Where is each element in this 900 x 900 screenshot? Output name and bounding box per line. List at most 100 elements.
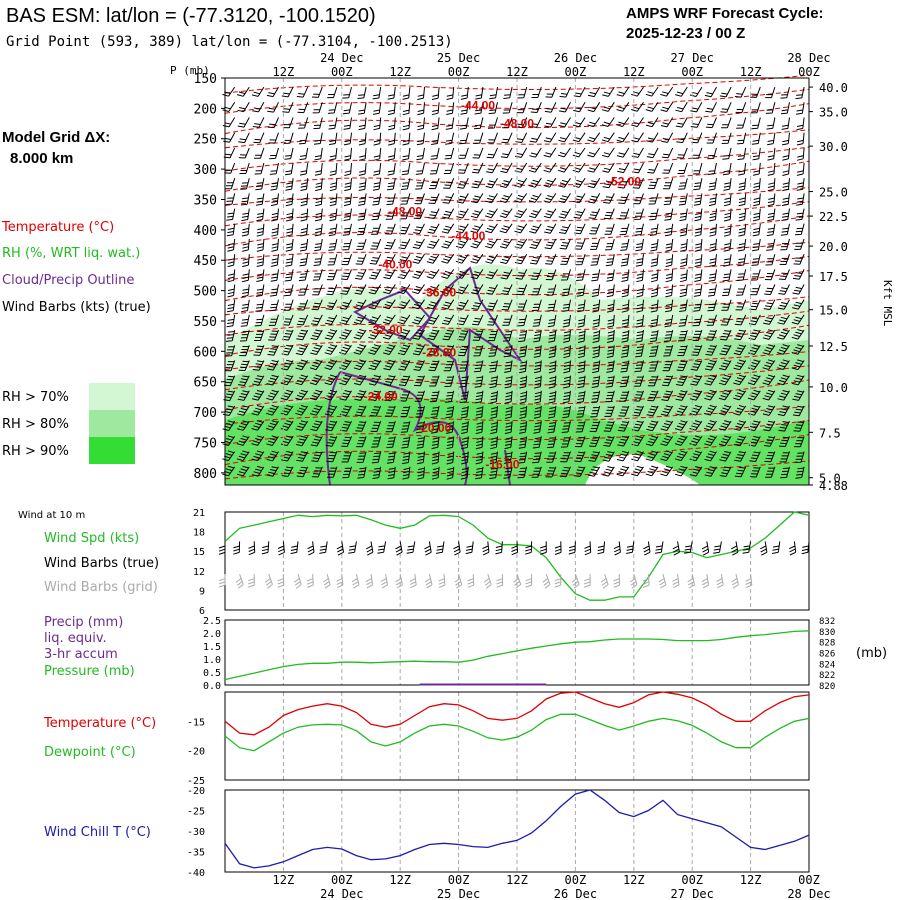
upper-wind-barb [459,117,469,130]
wind-speed-panel: 6 9 12 15 18 21 [193,508,810,617]
upper-wind-barb [547,299,557,312]
temp-tick-label: -15 [187,717,205,728]
upper-wind-barb [778,436,790,447]
upper-wind-barb [514,223,528,234]
cross-section-frame [224,77,810,486]
grid-wind-barb [542,573,551,589]
upper-wind-barb [781,193,790,207]
upper-wind-barb [268,314,279,326]
legend-temperature-2: Temperature (°C) [43,716,156,731]
upper-wind-barb [792,390,805,401]
temperature-contour [224,270,810,302]
upper-wind-barb [749,451,761,462]
upper-wind-barb [238,360,250,372]
upper-wind-barb [677,345,688,357]
upper-wind-barb [501,284,513,295]
upper-wind-barb [329,193,338,207]
upper-wind-barb [397,344,411,356]
upper-wind-barb [647,162,659,174]
upper-wind-barb [664,208,674,221]
upper-wind-barb [285,208,294,222]
upper-wind-barb [676,360,688,372]
upper-wind-barb [690,375,703,386]
upper-wind-barb [777,314,790,325]
upper-wind-barb [295,404,309,416]
upper-wind-barb [748,405,761,416]
grid-wind-barb [264,573,273,589]
upper-wind-barb [285,254,294,267]
upper-wind-barb [632,178,644,189]
precip-tick-label: 0.5 [203,668,221,679]
upper-wind-barb [343,193,352,207]
upper-wind-barb [431,132,440,145]
upper-wind-barb [577,375,586,389]
upper-wind-barb [503,86,513,99]
upper-wind-barb [606,284,615,298]
upper-wind-barb [780,238,790,251]
rh80-swatch [89,410,135,437]
upper-wind-barb [765,86,776,99]
upper-wind-barb [402,132,411,146]
upper-wind-barb [577,299,586,313]
upper-wind-barb [618,405,630,417]
upper-wind-barb [441,269,455,279]
upper-wind-barb [645,117,659,128]
upper-wind-barb [704,466,717,477]
grid-wind-barb [395,574,403,589]
pressure-tick-label: 650 [194,376,217,391]
upper-wind-barb [368,359,382,371]
upper-wind-barb [577,330,586,343]
upper-wind-barb [514,238,528,249]
upper-wind-barb [295,435,309,447]
upper-wind-barb [344,147,352,161]
upper-wind-barb [284,162,294,176]
upper-wind-barb [532,436,542,449]
upper-wind-barb [267,102,279,113]
windchill-panel-frame [224,789,810,873]
upper-wind-barb [723,254,732,267]
upper-wind-barb [514,177,528,188]
upper-wind-barb [560,269,571,281]
upper-wind-barb [618,208,630,220]
upper-wind-barb [386,436,396,449]
upper-wind-barb [679,269,688,283]
upper-wind-barb [693,193,703,206]
upper-wind-barb [460,87,469,100]
upper-wind-barb [590,254,601,266]
upper-wind-barb [631,450,644,462]
upper-wind-barb [254,329,265,341]
upper-wind-barb [660,117,674,128]
top-time-tick: 12Z [273,65,295,79]
temperature-contour [224,419,810,445]
upper-wind-barb [707,147,717,160]
upper-wind-barb [324,344,338,355]
upper-wind-barb [573,193,586,204]
upper-wind-barb [674,435,688,446]
grid-wind-barb [409,574,417,589]
upper-wind-barb [517,466,528,479]
upper-wind-barb [636,299,644,313]
upper-wind-barb [679,299,688,312]
upper-wind-barb [692,147,703,159]
upper-wind-barb [601,117,615,127]
upper-wind-barb [458,345,469,357]
grid-wind-barb [336,574,344,589]
upper-wind-barb [499,193,513,203]
upper-wind-barb [734,314,747,326]
upper-wind-barb [601,132,615,143]
upper-wind-barb [285,223,294,237]
upper-wind-barb [485,223,498,234]
upper-wind-barb [762,405,776,416]
upper-wind-barb [631,86,644,97]
upper-wind-barb [430,147,440,160]
time-axes: 12Z 12Z 00Z 00Z 12Z 12Z 00Z 00Z 12Z 12Z 00Z 00Z 12Z 1… [273,51,831,900]
temperature-contour [224,310,810,336]
upper-wind-barb [517,86,528,99]
cycle-label: AMPS WRF Forecast Cycle: [626,5,824,22]
upper-wind-barb [295,389,309,401]
upper-wind-barb [283,132,294,144]
upper-wind-barb [356,436,367,448]
surface-wind-barb [626,541,635,554]
upper-wind-barb [576,390,586,404]
upper-wind-barb [314,147,323,161]
